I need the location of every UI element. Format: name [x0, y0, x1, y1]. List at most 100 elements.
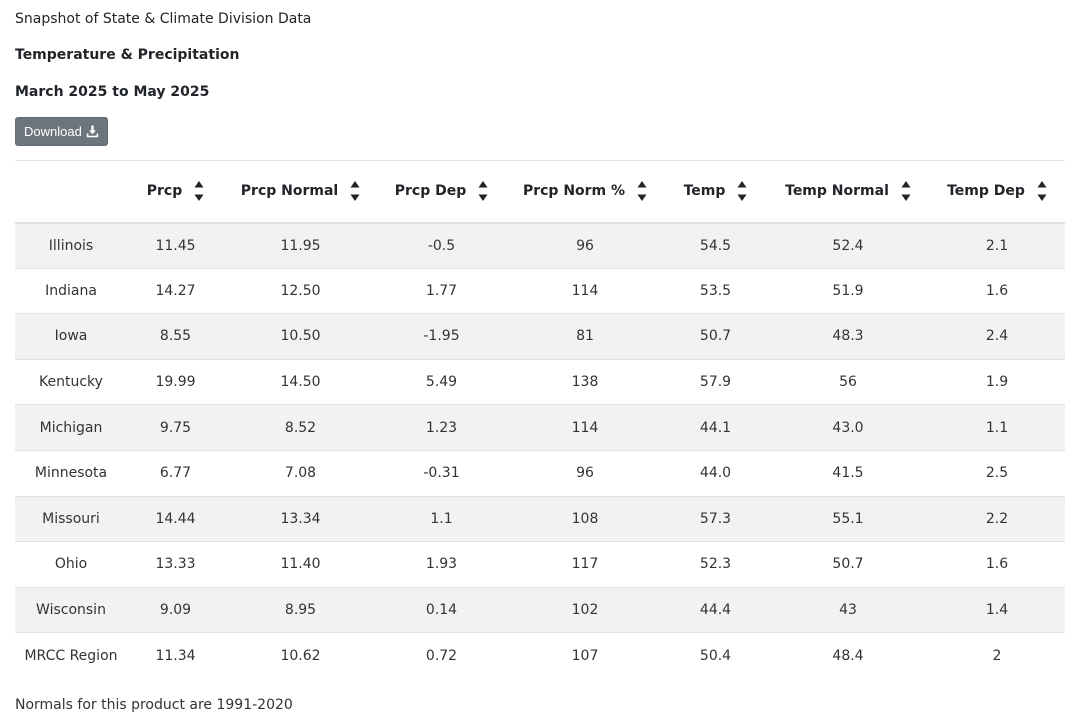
table-cell: 41.5	[832, 465, 864, 482]
column-header[interactable]: Prcp Norm %	[506, 161, 664, 223]
sort-icon[interactable]	[1037, 179, 1047, 203]
table-cell: 8.55	[159, 328, 192, 345]
table-cell: 19.99	[155, 374, 196, 391]
table-cell: 138	[571, 374, 599, 391]
column-header-label: Prcp	[146, 183, 183, 200]
table-cell: 48.3	[832, 328, 864, 345]
table-cell: 2	[992, 647, 1002, 664]
column-header[interactable]: Prcp Dep	[377, 161, 506, 223]
table-cell: -0.5	[427, 237, 456, 254]
download-icon	[86, 125, 99, 138]
table-cell: 96	[576, 237, 594, 254]
table-cell: 1.1	[985, 419, 1009, 436]
column-header[interactable]: Prcp	[127, 161, 224, 223]
column-header-label: Prcp Normal	[240, 183, 339, 200]
column-header-label: Prcp Dep	[394, 183, 467, 200]
table-cell: 10.62	[280, 647, 321, 664]
table-cell: 57.9	[699, 374, 732, 391]
table-cell: 12.50	[280, 282, 321, 299]
table-cell: 9.09	[159, 602, 192, 619]
sort-icon[interactable]	[350, 179, 360, 203]
sort-icon[interactable]	[478, 179, 488, 203]
table-cell: 54.5	[699, 237, 732, 254]
table-header-row: Prcp Prcp Normal Prcp Dep Prcp Norm % Temp Te…	[15, 160, 1065, 223]
table-cell: 55.1	[832, 510, 864, 527]
table-row: Minnesota 6.77 7.08 -0.31 96 44.0 41.5 2.5	[15, 450, 1065, 497]
row-state-name: Minnesota	[34, 465, 108, 482]
table-row: Kentucky 19.99 14.50 5.49 138 57.9 56 1.9	[15, 359, 1065, 405]
column-header-label: Temp Normal	[785, 183, 889, 200]
row-state-name: Iowa	[54, 328, 88, 345]
table-cell: 96	[576, 465, 594, 482]
table-cell: 50.4	[699, 647, 732, 664]
table-cell: 7.08	[284, 465, 317, 482]
table-row: Iowa 8.55 10.50 -1.95 81 50.7 48.3 2.4	[15, 313, 1065, 360]
table-cell: 1.4	[985, 602, 1009, 619]
table-cell: 11.95	[280, 237, 321, 254]
table-cell: 81	[576, 328, 594, 345]
table-cell: 57.3	[699, 510, 732, 527]
table-cell: 10.50	[280, 328, 321, 345]
table-cell: 44.1	[699, 419, 732, 436]
table-cell: 1.9	[985, 374, 1009, 391]
sort-icon[interactable]	[901, 179, 911, 203]
column-header[interactable]: Temp Dep	[929, 161, 1065, 223]
table-row: Illinois 11.45 11.95 -0.5 96 54.5 52.4 2.1	[15, 222, 1065, 269]
sort-icon[interactable]	[194, 179, 204, 203]
table-cell: 50.7	[832, 556, 864, 573]
table-cell: 1.93	[425, 556, 458, 573]
table-cell: 43	[839, 602, 857, 619]
table-cell: 13.33	[155, 556, 196, 573]
sort-icon[interactable]	[637, 179, 647, 203]
table-row: Ohio 13.33 11.40 1.93 117 52.3 50.7 1.6	[15, 542, 1065, 588]
column-header[interactable]: Prcp Normal	[224, 161, 377, 223]
table-row: MRCC Region 11.34 10.62 0.72 107 50.4 48.4 2	[15, 633, 1065, 679]
row-state-name: Wisconsin	[36, 602, 106, 619]
column-header-label: Prcp Norm %	[522, 183, 626, 200]
table-cell: 2.4	[985, 328, 1009, 345]
table-cell: 11.34	[155, 647, 196, 664]
download-button-label: Download	[24, 124, 82, 139]
column-header[interactable]: Temp Normal	[767, 161, 929, 223]
table-cell: 107	[571, 647, 599, 664]
column-header-label: Temp	[683, 183, 726, 200]
page-subtitle: Snapshot of State & Climate Division Dat…	[15, 11, 312, 27]
table-cell: 44.4	[699, 602, 732, 619]
table-cell: 11.40	[280, 556, 321, 573]
table-cell: 2.1	[985, 237, 1009, 254]
table-cell: 1.6	[985, 556, 1009, 573]
table-cell: 13.34	[280, 510, 321, 527]
table-row: Indiana 14.27 12.50 1.77 114 53.5 51.9 1.6	[15, 268, 1065, 314]
table-cell: 1.77	[425, 282, 458, 299]
table-cell: 117	[571, 556, 599, 573]
table-cell: 2.2	[985, 510, 1009, 527]
table-cell: 53.5	[699, 282, 732, 299]
table-cell: 52.3	[699, 556, 732, 573]
table-row: Missouri 14.44 13.34 1.1 108 57.3 55.1 2.2	[15, 496, 1065, 542]
table-cell: 0.14	[425, 602, 458, 619]
column-header[interactable]: Temp	[664, 161, 767, 223]
table-cell: 11.45	[155, 237, 196, 254]
table-cell: 108	[571, 510, 599, 527]
table-cell: 14.27	[155, 282, 196, 299]
sort-icon[interactable]	[737, 179, 747, 203]
table-cell: 2.5	[985, 465, 1009, 482]
table-cell: 5.49	[425, 374, 458, 391]
row-state-name: Kentucky	[39, 374, 103, 391]
table-cell: 48.4	[832, 647, 864, 664]
table-cell: 51.9	[832, 282, 864, 299]
table-cell: 43.0	[832, 419, 864, 436]
table-cell: 1.6	[985, 282, 1009, 299]
table-cell: 44.0	[699, 465, 732, 482]
table-cell: 6.77	[159, 465, 192, 482]
row-state-name: Indiana	[45, 282, 97, 299]
row-state-name: Ohio	[54, 556, 88, 573]
table-cell: 8.52	[284, 419, 317, 436]
table-cell: 1.1	[430, 510, 453, 527]
row-state-name: Illinois	[48, 237, 94, 254]
download-button[interactable]: Download	[15, 117, 108, 146]
table-cell: 1.23	[425, 419, 458, 436]
table-cell: -1.95	[423, 328, 460, 345]
table-cell: 102	[571, 602, 599, 619]
row-state-name: MRCC Region	[24, 647, 118, 664]
